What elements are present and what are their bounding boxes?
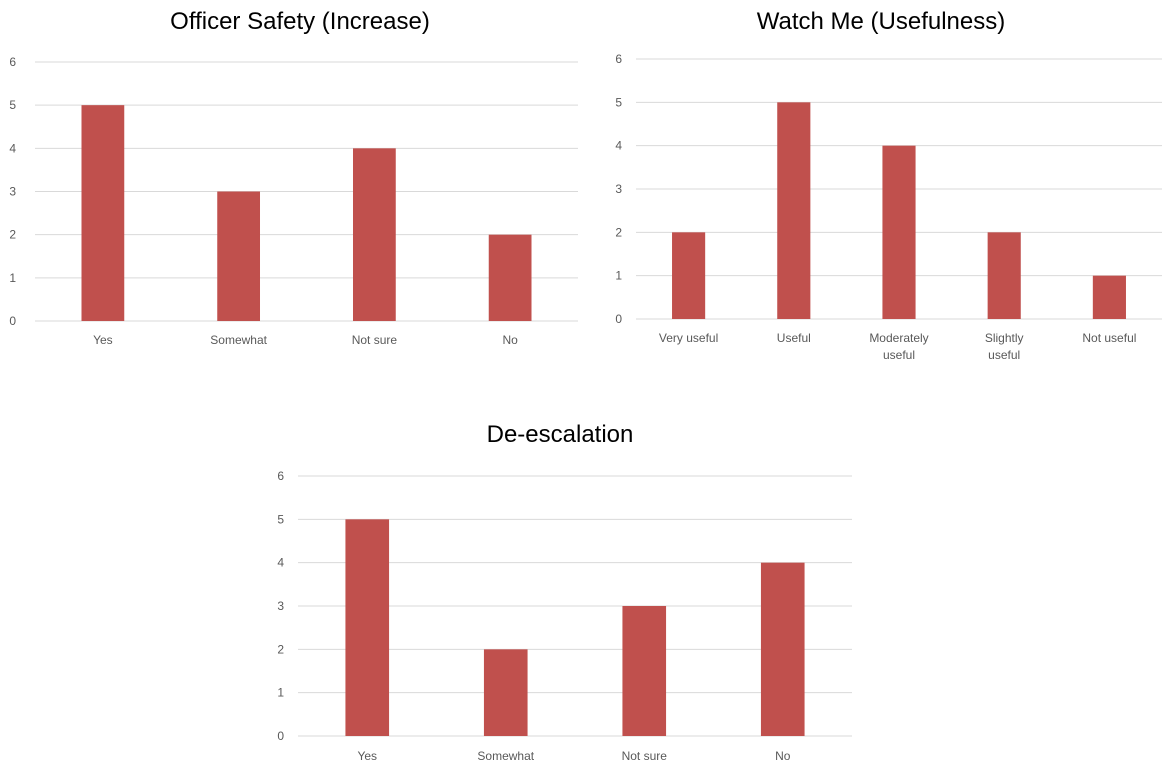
x-tick-label-line: Not sure [622, 749, 668, 763]
watch-me-chart: Watch Me (Usefulness) 0 1 2 3 4 5 6 Very useful… [600, 0, 1162, 380]
y-tick-label: 3 [615, 182, 622, 196]
bar [81, 105, 125, 322]
y-tick-label: 0 [9, 314, 16, 328]
bar [483, 649, 528, 736]
x-tick-label: Not useful [1082, 331, 1136, 345]
y-tick-label: 0 [615, 312, 622, 326]
y-tick-label: 3 [277, 599, 284, 613]
bar [622, 606, 667, 736]
y-tick-label: 5 [615, 95, 622, 109]
x-tick-label: No [502, 333, 518, 347]
chart-title: Officer Safety (Increase) [170, 8, 430, 35]
x-tick-label: Somewhat [210, 333, 267, 347]
bar [488, 234, 532, 321]
x-tick-label-line: Yes [357, 749, 377, 763]
x-tick-label: Moderately useful [869, 331, 928, 362]
x-tick-label-line: Moderately [869, 331, 928, 345]
y-tick-label: 6 [9, 55, 16, 69]
chart-title: De-escalation [486, 421, 634, 448]
y-tick-label: 6 [615, 52, 622, 66]
officer-safety-plot: 0 1 2 3 4 5 6 Yes Somewhat Not sure No [9, 55, 578, 347]
x-tick-label: Useful [777, 331, 811, 345]
bar [672, 232, 706, 319]
y-tick-label: 2 [615, 225, 622, 239]
x-tick-label: Yes [93, 333, 113, 347]
x-tick-label-line: Somewhat [210, 333, 267, 347]
bar [987, 232, 1021, 319]
x-tick-label-line: No [775, 749, 791, 763]
y-tick-label: 4 [9, 141, 16, 155]
y-tick-label: 4 [277, 556, 284, 570]
x-tick-label-line: Not useful [1082, 331, 1136, 345]
de-escalation-plot: 0 1 2 3 4 5 6 Yes Somewhat Not sure No [277, 469, 852, 763]
x-tick-label: Very useful [659, 331, 718, 345]
x-tick-label-line: Useful [777, 331, 811, 345]
x-tick-label: Not sure [622, 749, 668, 763]
x-tick-label-line: Slightly [985, 331, 1024, 345]
y-tick-label: 0 [277, 729, 284, 743]
x-tick-label-line: No [502, 333, 518, 347]
x-tick-label: Yes [357, 749, 377, 763]
x-tick-label-line: useful [988, 348, 1020, 362]
de-escalation-chart: De-escalation 0 1 2 3 4 5 6 Yes Somewhat Not sure… [250, 410, 870, 767]
bar [352, 148, 396, 321]
x-tick-label-line: Yes [93, 333, 113, 347]
y-tick-label: 3 [9, 185, 16, 199]
y-tick-label: 6 [277, 469, 284, 483]
x-tick-label: Somewhat [477, 749, 534, 763]
officer-safety-chart: Officer Safety (Increase) 0 1 2 3 4 5 6 Yes Some… [0, 0, 600, 370]
x-tick-label-line: Not sure [352, 333, 398, 347]
watch-me-plot: 0 1 2 3 4 5 6 Very useful Useful Moderately useful… [615, 52, 1162, 362]
bar [882, 145, 916, 319]
y-tick-label: 5 [9, 98, 16, 112]
y-tick-label: 1 [277, 686, 284, 700]
y-tick-label: 1 [9, 271, 16, 285]
y-tick-label: 2 [9, 228, 16, 242]
y-tick-label: 5 [277, 512, 284, 526]
x-tick-label: Slightly useful [985, 331, 1024, 362]
bar [345, 519, 390, 736]
y-tick-label: 1 [615, 269, 622, 283]
bar [1092, 275, 1126, 319]
bar [777, 102, 811, 319]
x-tick-label-line: Very useful [659, 331, 718, 345]
x-tick-label: No [775, 749, 791, 763]
bar [760, 562, 805, 736]
x-tick-label: Not sure [352, 333, 398, 347]
bar [217, 191, 261, 321]
x-tick-label-line: useful [883, 348, 915, 362]
chart-title: Watch Me (Usefulness) [756, 8, 1006, 35]
x-tick-label-line: Somewhat [477, 749, 534, 763]
y-tick-label: 2 [277, 642, 284, 656]
y-tick-label: 4 [615, 139, 622, 153]
